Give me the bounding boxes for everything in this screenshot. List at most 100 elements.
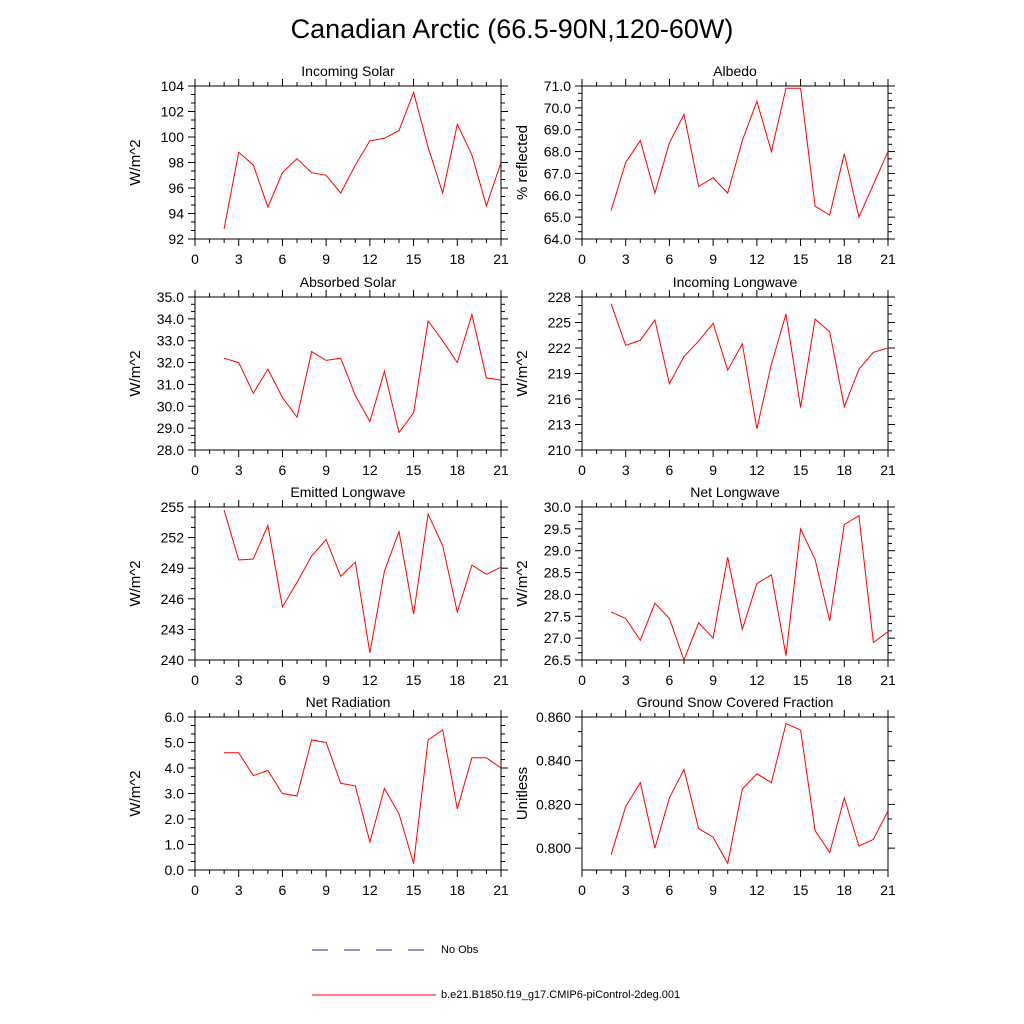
series-line-model [223,509,502,653]
x-tick-label: 6 [279,882,287,898]
y-tick-label: 213 [548,417,572,433]
y-tick-label: 26.5 [544,652,571,668]
x-tick-label: 12 [749,882,765,898]
y-tick-label: 210 [548,442,572,458]
y-tick-label: 240 [161,652,185,668]
y-tick-label: 246 [161,591,185,607]
panel-title: Net Radiation [306,694,391,710]
x-tick-label: 0 [578,251,586,267]
y-tick-label: 31.0 [157,376,184,392]
y-tick-label: 92 [168,231,184,247]
y-tick-label: 28.0 [157,442,184,458]
y-tick-label: 0.840 [536,753,571,769]
x-tick-label: 3 [622,251,630,267]
y-tick-label: 28.5 [544,565,571,581]
y-tick-label: 65.0 [544,209,571,225]
panel-incoming-solar: 0 3 6 9 12 15 18 21 92 94 96 98 100 102 104 Incoming So… [127,63,509,267]
panel-title: Net Longwave [690,484,780,500]
x-tick-label: 15 [793,882,809,898]
x-tick-label: 6 [279,672,287,688]
series-line-model [610,514,889,662]
x-tick-label: 0 [191,882,199,898]
x-tick-label: 12 [362,672,378,688]
y-tick-label: 225 [548,315,572,331]
y-tick-label: 34.0 [157,311,184,327]
panel-title: Incoming Longwave [673,274,798,290]
y-axis-label: Unitless [514,767,531,820]
y-tick-label: 0.800 [536,840,571,856]
x-tick-label: 18 [449,672,465,688]
panel-ground-snow-covered-fraction: 0 3 6 9 12 15 18 21 0.800 0.820 0.840 0.860 Ground S… [514,694,896,898]
x-tick-label: 9 [709,882,717,898]
y-tick-label: 1.0 [165,837,185,853]
x-tick-label: 21 [493,672,509,688]
x-tick-label: 9 [322,672,330,688]
plot-frame [194,85,502,240]
y-tick-label: 28.0 [544,586,571,602]
x-tick-label: 6 [666,462,674,478]
x-tick-label: 12 [362,251,378,267]
x-tick-label: 6 [666,251,674,267]
series-line-model [223,90,502,229]
y-axis-label: W/m^2 [127,560,144,606]
y-tick-label: 0.820 [536,796,571,812]
x-tick-label: 6 [279,462,287,478]
x-tick-label: 21 [493,251,509,267]
x-tick-label: 6 [666,672,674,688]
y-axis-label: W/m^2 [127,139,144,185]
plot-frame [194,716,502,871]
x-tick-label: 0 [191,672,199,688]
x-tick-label: 12 [749,462,765,478]
panel-emitted-longwave: 0 3 6 9 12 15 18 21 240 243 246 249 252 255 Emitted Lo… [127,484,509,688]
plot-frame [194,506,502,661]
y-tick-label: 29.5 [544,521,571,537]
x-tick-label: 12 [749,672,765,688]
x-tick-label: 15 [406,251,422,267]
y-tick-label: 0.0 [165,862,185,878]
x-tick-label: 6 [279,251,287,267]
legend-lines [312,949,436,996]
x-tick-label: 15 [793,251,809,267]
y-tick-label: 66.0 [544,187,571,203]
y-tick-label: 5.0 [165,735,185,751]
y-tick-label: 2.0 [165,811,185,827]
y-tick-label: 252 [161,530,185,546]
plot-frame [581,716,889,871]
x-tick-label: 15 [406,882,422,898]
x-tick-label: 0 [191,251,199,267]
page-title: Canadian Arctic (66.5-90N,120-60W) [290,14,734,44]
x-tick-label: 3 [622,672,630,688]
y-tick-label: 4.0 [165,760,185,776]
x-tick-label: 3 [622,882,630,898]
panel-absorbed-solar: 0 3 6 9 12 15 18 21 28.0 29.0 30.0 31.0 32.0 33.0 34.0… [127,274,509,478]
y-tick-label: 102 [161,104,185,120]
y-axis-label: W/m^2 [514,350,531,396]
panel-net-radiation: 0 3 6 9 12 15 18 21 0.0 1.0 2.0 3.0 4.0 5.0 6.0 Net Rad… [127,694,509,898]
y-tick-label: 67.0 [544,165,571,181]
y-tick-label: 68.0 [544,144,571,160]
y-tick-label: 69.0 [544,122,571,138]
x-tick-label: 12 [749,251,765,267]
y-tick-label: 243 [161,621,185,637]
plot-frame [581,506,889,661]
x-tick-label: 9 [322,251,330,267]
x-tick-label: 21 [880,672,896,688]
x-tick-label: 18 [836,462,852,478]
panel-net-longwave: 0 3 6 9 12 15 18 21 26.5 27.0 27.5 28.0 28.5 29.0 29.5… [514,484,896,688]
x-tick-label: 3 [622,462,630,478]
y-tick-label: 228 [548,289,572,305]
x-tick-label: 3 [235,251,243,267]
y-axis-label: % reflected [514,125,531,200]
x-tick-label: 21 [880,882,896,898]
y-tick-label: 98 [168,155,184,171]
x-tick-label: 15 [793,462,809,478]
x-tick-label: 0 [191,462,199,478]
y-tick-label: 64.0 [544,231,571,247]
x-tick-label: 15 [406,462,422,478]
x-tick-label: 0 [578,672,586,688]
x-tick-label: 9 [322,462,330,478]
x-tick-label: 18 [449,882,465,898]
y-axis-label: W/m^2 [514,560,531,606]
y-tick-label: 255 [161,499,185,515]
x-tick-label: 3 [235,462,243,478]
